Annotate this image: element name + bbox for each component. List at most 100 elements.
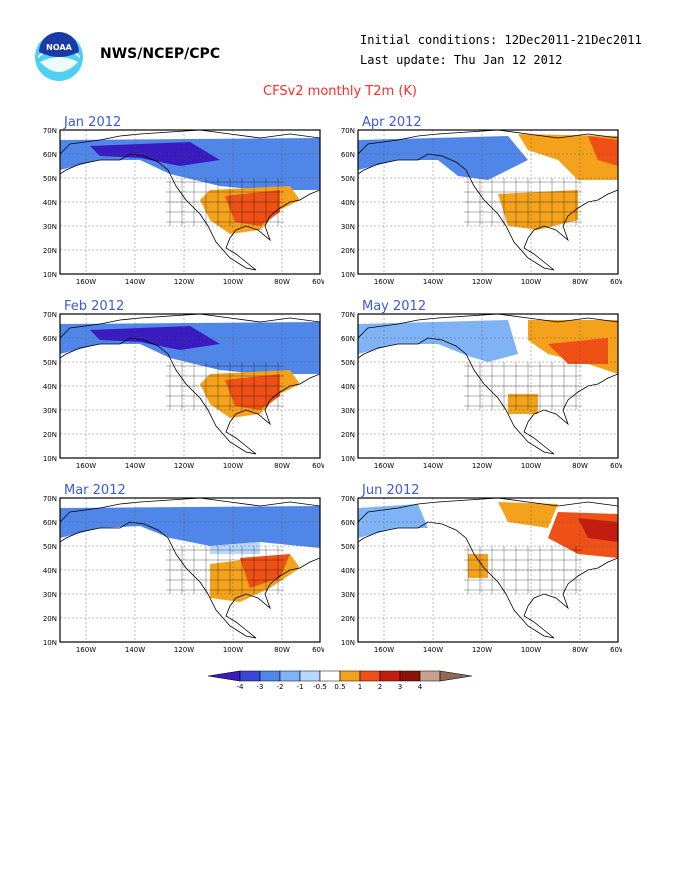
y-tick-label: 10N bbox=[43, 271, 57, 279]
y-tick-label: 40N bbox=[341, 567, 355, 575]
graticule bbox=[358, 130, 618, 274]
colorbar-label: 3 bbox=[398, 683, 402, 691]
y-tick-label: 30N bbox=[43, 223, 57, 231]
y-tick-label: 20N bbox=[43, 615, 57, 623]
x-tick-label: 80W bbox=[572, 646, 588, 654]
anomaly-region bbox=[468, 554, 488, 578]
initial-conditions: Initial conditions: 12Dec2011-21Dec2011 bbox=[360, 33, 642, 47]
y-tick-label: 30N bbox=[341, 591, 355, 599]
x-tick-label: 80W bbox=[274, 462, 290, 470]
y-tick-label: 70N bbox=[341, 312, 355, 319]
anomaly-region bbox=[60, 506, 320, 548]
map-plot: 70N 60N 50N 40N 30N 20N 10N 160W 140W 120W 100W 80W… bbox=[341, 496, 622, 654]
colorbar-segment bbox=[299, 670, 321, 682]
map-panel: Mar 2012 70N 60N 50N 40N 30N 20N 10N 160W 140W 120… bbox=[43, 484, 360, 676]
y-tick-label: 60N bbox=[43, 335, 57, 343]
panel-title: Mar 2012 bbox=[64, 483, 126, 498]
colorbar-segment bbox=[379, 670, 401, 682]
y-tick-label: 40N bbox=[341, 199, 355, 207]
y-tick-label: 20N bbox=[43, 431, 57, 439]
y-tick-label: 70N bbox=[341, 128, 355, 135]
y-tick-label: 40N bbox=[43, 567, 57, 575]
y-tick-label: 40N bbox=[341, 383, 355, 391]
x-tick-label: 60W bbox=[312, 462, 324, 470]
x-tick-label: 160W bbox=[76, 462, 96, 470]
x-tick-label: 80W bbox=[572, 278, 588, 286]
x-tick-label: 120W bbox=[174, 278, 194, 286]
colorbar-segment bbox=[279, 670, 301, 682]
y-tick-label: 20N bbox=[341, 615, 355, 623]
y-tick-label: 70N bbox=[43, 496, 57, 503]
panel-title: May 2012 bbox=[362, 299, 427, 314]
anomaly-region bbox=[588, 136, 618, 166]
x-tick-label: 60W bbox=[312, 278, 324, 286]
y-tick-label: 40N bbox=[43, 383, 57, 391]
x-tick-label: 140W bbox=[423, 462, 443, 470]
graticule bbox=[358, 314, 618, 458]
colorbar-label: 0.5 bbox=[334, 683, 345, 691]
y-tick-label: 60N bbox=[341, 151, 355, 159]
last-update: Last update: Thu Jan 12 2012 bbox=[360, 53, 563, 67]
anomaly-region bbox=[358, 320, 518, 362]
panel-title: Jun 2012 bbox=[362, 483, 420, 498]
colorbar-segment bbox=[207, 670, 241, 682]
colorbar-segment bbox=[319, 670, 341, 682]
x-tick-label: 160W bbox=[76, 278, 96, 286]
colorbar: -4 -3 -2 -1 -0.5 0.5 1 2 3 4 bbox=[207, 670, 473, 691]
graticule bbox=[60, 314, 320, 458]
anomaly-region bbox=[508, 394, 538, 414]
colorbar-label: -3 bbox=[257, 683, 264, 691]
x-tick-label: 80W bbox=[274, 646, 290, 654]
noaa-logo: NOAA bbox=[35, 32, 83, 81]
x-tick-label: 100W bbox=[521, 462, 541, 470]
y-tick-label: 50N bbox=[341, 359, 355, 367]
panel-title: Apr 2012 bbox=[362, 115, 422, 130]
colorbar-segment bbox=[259, 670, 281, 682]
colorbar-segment bbox=[239, 670, 261, 682]
x-tick-label: 160W bbox=[374, 462, 394, 470]
panel-title: Jan 2012 bbox=[64, 115, 122, 130]
anomaly-region bbox=[498, 190, 578, 230]
plot-frame bbox=[59, 129, 321, 275]
y-tick-label: 60N bbox=[341, 335, 355, 343]
y-tick-label: 20N bbox=[341, 247, 355, 255]
y-tick-label: 10N bbox=[43, 455, 57, 463]
x-tick-label: 140W bbox=[423, 278, 443, 286]
logo-text: NOAA bbox=[46, 43, 72, 52]
y-tick-label: 10N bbox=[341, 271, 355, 279]
anomaly-region bbox=[225, 374, 280, 410]
y-tick-label: 20N bbox=[43, 247, 57, 255]
graticule bbox=[60, 498, 320, 642]
x-tick-label: 60W bbox=[610, 646, 622, 654]
colorbar-segment bbox=[419, 670, 441, 682]
colorbar-segment bbox=[359, 670, 381, 682]
map-plot: 70N 60N 50N 40N 30N 20N 10N 160W 140W 120W 100W 80W… bbox=[341, 128, 622, 286]
colorbar-label: -0.5 bbox=[313, 683, 327, 691]
colorbar-label: 4 bbox=[418, 683, 423, 691]
x-tick-label: 160W bbox=[76, 646, 96, 654]
colorbar-label: -1 bbox=[297, 683, 304, 691]
y-tick-label: 60N bbox=[43, 151, 57, 159]
anomaly-region bbox=[240, 554, 290, 588]
map-panel: Jan 2012 70N 60N 50N 40N 30N 20N 10N 160W 140W 120… bbox=[43, 116, 360, 308]
x-tick-label: 140W bbox=[125, 646, 145, 654]
x-tick-label: 60W bbox=[610, 462, 622, 470]
anomaly-region bbox=[210, 542, 260, 554]
y-tick-label: 30N bbox=[341, 407, 355, 415]
map-plot: 70N 60N 50N 40N 30N 20N 10N 160W 140W 120W 100W 80W… bbox=[43, 312, 324, 470]
x-tick-label: 80W bbox=[274, 278, 290, 286]
x-tick-label: 140W bbox=[125, 278, 145, 286]
y-tick-label: 50N bbox=[43, 543, 57, 551]
x-tick-label: 120W bbox=[174, 462, 194, 470]
anomaly-region bbox=[548, 338, 608, 364]
graticule bbox=[358, 498, 618, 642]
y-tick-label: 50N bbox=[43, 175, 57, 183]
y-tick-label: 10N bbox=[341, 639, 355, 647]
y-tick-label: 50N bbox=[341, 543, 355, 551]
y-tick-label: 20N bbox=[341, 431, 355, 439]
panel-title: Feb 2012 bbox=[64, 299, 125, 314]
colorbar-label: 1 bbox=[358, 683, 362, 691]
anomaly-region bbox=[358, 504, 428, 538]
plot-frame bbox=[357, 129, 619, 275]
anomaly-region bbox=[358, 136, 528, 180]
